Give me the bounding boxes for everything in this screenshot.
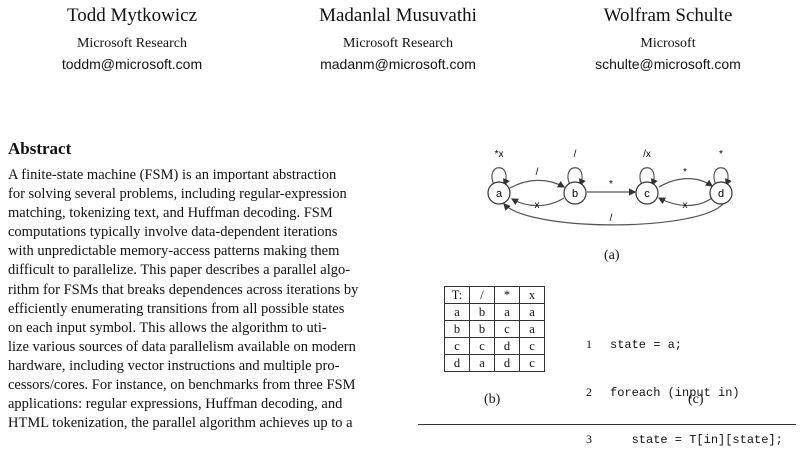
- author-name: Madanlal Musuvathi: [319, 5, 477, 26]
- code-line: 3 state = T[in][state];: [586, 432, 783, 449]
- table-cell: c: [519, 337, 545, 355]
- line-number: 3: [586, 432, 592, 446]
- author-name: Wolfram Schulte: [603, 5, 733, 26]
- label-b-a: x: [535, 200, 540, 211]
- code-text: foreach (input in): [610, 385, 740, 400]
- abstract-line: matching, tokenizing text, and Huffman d…: [8, 205, 333, 222]
- label-a-b: /: [536, 167, 539, 178]
- table-cell: c: [444, 337, 470, 355]
- label-b-c: *: [609, 179, 613, 190]
- edge-c-self: [639, 167, 658, 187]
- edge-b-self: [567, 167, 586, 187]
- author-affiliation: Microsoft: [640, 36, 696, 51]
- table-cell: a: [519, 303, 545, 321]
- caption-a: (a): [604, 248, 620, 263]
- label-d-c: x: [683, 200, 688, 211]
- line-number: 1: [586, 337, 592, 351]
- abstract-body: A finite-state machine (FSM) is an impor…: [8, 166, 380, 433]
- table-cell: c: [469, 337, 495, 355]
- table-row: a b a a: [444, 303, 545, 321]
- author-block-3: Wolfram Schulte Microsoft schulte@micros…: [548, 4, 788, 74]
- abstract-line: efficiently enumerating transitions from…: [8, 300, 345, 317]
- label-d-self: *: [719, 149, 723, 160]
- table-cell: b: [469, 320, 495, 338]
- edge-c-d: [658, 178, 713, 188]
- abstract-line: with unpredictable memory-access pattern…: [8, 243, 340, 260]
- table-header-cell: /: [469, 286, 495, 304]
- label-c-d: *: [683, 167, 687, 178]
- table-row: b b c a: [444, 320, 545, 338]
- edge-d-self: [713, 167, 732, 187]
- state-a: [487, 181, 511, 205]
- abstract-line: hardware, including vector instructions …: [8, 357, 340, 374]
- table-cell: a: [494, 303, 520, 321]
- abstract-line: HTML tokenization, the parallel algorith…: [8, 415, 353, 432]
- table-cell: a: [469, 354, 495, 372]
- code-line: 1 state = a;: [586, 337, 783, 354]
- abstract-heading: Abstract: [8, 139, 72, 158]
- transition-table: T: / * x a b a a b b c a c c d c d a d c: [444, 286, 545, 372]
- caption-b: (b): [484, 392, 501, 407]
- abstract-line: applications: regular expressions, Huffm…: [8, 396, 343, 413]
- table-cell: d: [494, 337, 520, 355]
- author-email: schulte@microsoft.com: [595, 56, 741, 72]
- author-affiliation: Microsoft Research: [76, 36, 188, 51]
- fsm-diagram: a b c d *x / /x * / x * * x /: [487, 149, 733, 226]
- abstract-line: rithm for FSMs that breaks dependences a…: [8, 281, 359, 298]
- table-header-cell: *: [494, 286, 520, 304]
- state-d-label: d: [718, 188, 724, 200]
- edge-a-b: [509, 179, 566, 189]
- code-listing: 1 state = a; 2 foreach (input in) 3 state …: [586, 306, 783, 464]
- label-a-self: *x: [495, 149, 504, 160]
- table-cell: d: [494, 354, 520, 372]
- edge-a-self: [491, 167, 510, 187]
- author-name: Todd Mytkowicz: [66, 5, 198, 26]
- abstract-line: A finite-state machine (FSM) is an impor…: [8, 167, 337, 183]
- caption-c: (c): [688, 392, 704, 407]
- state-d: [709, 181, 733, 205]
- table-header-cell: x: [519, 286, 545, 304]
- edge-d-a: [503, 202, 725, 226]
- abstract-line: cessors/cores. For instance, on benchmar…: [8, 377, 356, 394]
- abstract-line: on each input symbol. This allows the al…: [8, 319, 327, 336]
- label-d-a: /: [610, 213, 613, 224]
- table-cell: a: [519, 320, 545, 338]
- table-cell: a: [444, 303, 470, 321]
- abstract-line: lize various sources of data parallelism…: [8, 338, 356, 355]
- code-text: state = a;: [610, 338, 683, 352]
- label-c-self: /x: [643, 149, 651, 160]
- state-c-label: c: [644, 188, 650, 200]
- edge-d-c: [657, 197, 713, 207]
- table-cell: c: [519, 354, 545, 372]
- table-row: c c d c: [444, 337, 545, 355]
- table-header-cell: T:: [444, 286, 470, 304]
- author-email: madanm@microsoft.com: [320, 56, 476, 72]
- state-c: [635, 181, 659, 205]
- abstract-line: for solving several problems, including …: [8, 186, 347, 203]
- state-a-label: a: [496, 188, 503, 200]
- table-cell: d: [444, 354, 470, 372]
- footnote-rule: [418, 424, 796, 425]
- state-b-label: b: [572, 188, 578, 200]
- table-row: d a d c: [444, 354, 545, 372]
- state-b: [563, 181, 587, 205]
- author-block-2: Madanlal Musuvathi Microsoft Research ma…: [278, 4, 518, 74]
- table-header-row: T: / * x: [444, 286, 545, 304]
- label-b-self: /: [574, 149, 577, 160]
- abstract-line: computations typically involve data-depe…: [8, 224, 338, 241]
- author-block-1: Todd Mytkowicz Microsoft Research toddm@…: [12, 4, 252, 74]
- table-cell: c: [494, 320, 520, 338]
- code-line: 2 foreach (input in): [586, 385, 783, 402]
- code-text: state = T[in][state];: [610, 433, 783, 447]
- author-email: toddm@microsoft.com: [61, 56, 203, 72]
- abstract-line: difficult to parallelize. This paper des…: [8, 262, 351, 279]
- table-cell: b: [469, 303, 495, 321]
- line-number: 2: [586, 384, 592, 399]
- edge-b-a: [510, 197, 565, 207]
- table-cell: b: [444, 320, 470, 338]
- author-affiliation: Microsoft Research: [342, 36, 454, 51]
